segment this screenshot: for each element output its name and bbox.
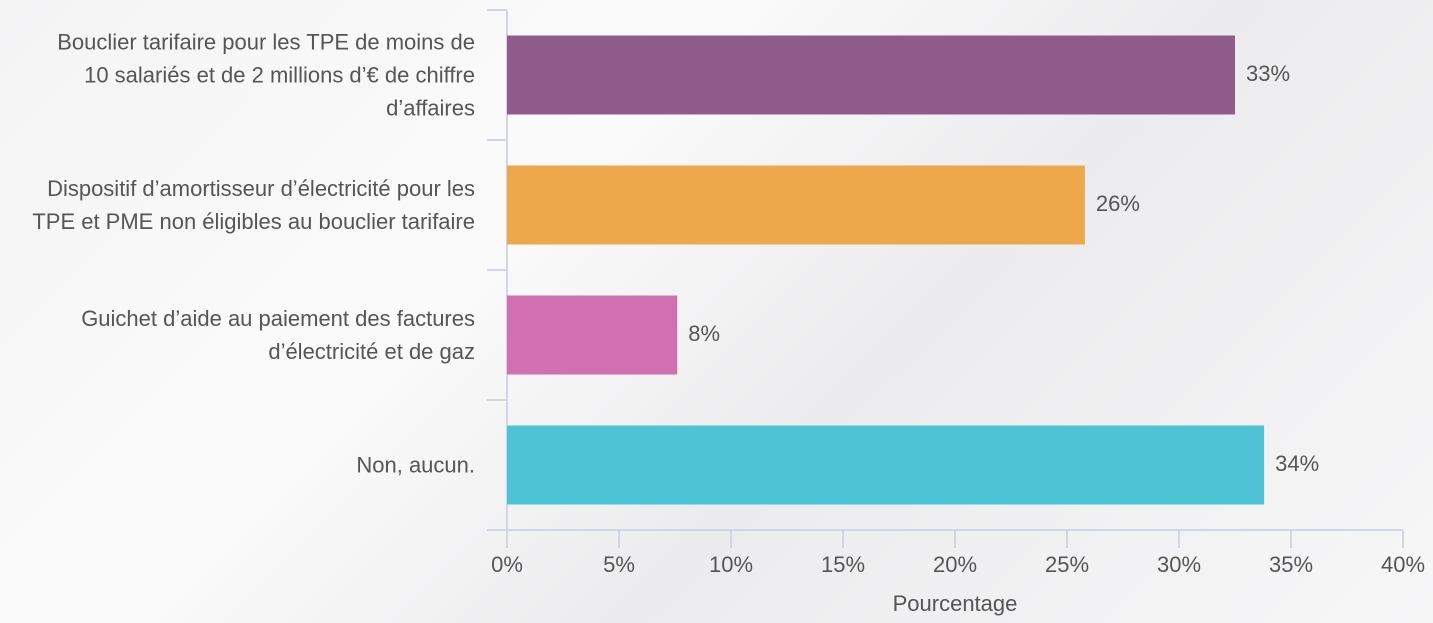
x-tick-label: 0% <box>491 552 523 577</box>
x-tick-label: 10% <box>709 552 753 577</box>
x-tick-label: 30% <box>1157 552 1201 577</box>
x-axis-title: Pourcentage <box>893 591 1018 616</box>
data-label: 26% <box>1096 191 1140 216</box>
x-tick-label: 25% <box>1045 552 1089 577</box>
x-tick-label: 20% <box>933 552 977 577</box>
bar <box>507 165 1085 245</box>
bar <box>507 425 1265 505</box>
x-tick-label: 15% <box>821 552 865 577</box>
y-tick-label: Bouclier tarifaire pour les TPE de moins… <box>57 29 475 121</box>
data-label: 8% <box>688 321 720 346</box>
bar <box>507 35 1235 115</box>
x-tick-label: 35% <box>1269 552 1313 577</box>
x-tick-label: 5% <box>603 552 635 577</box>
bar <box>507 295 678 375</box>
data-label: 34% <box>1275 451 1319 476</box>
y-tick-label: Guichet d’aide au paiement des factures … <box>81 306 475 364</box>
x-tick-label: 40% <box>1381 552 1425 577</box>
y-tick-label: Dispositif d’amortisseur d’électricité p… <box>32 176 475 234</box>
y-tick-label: Non, aucun. <box>356 452 475 478</box>
data-label: 33% <box>1246 61 1290 86</box>
